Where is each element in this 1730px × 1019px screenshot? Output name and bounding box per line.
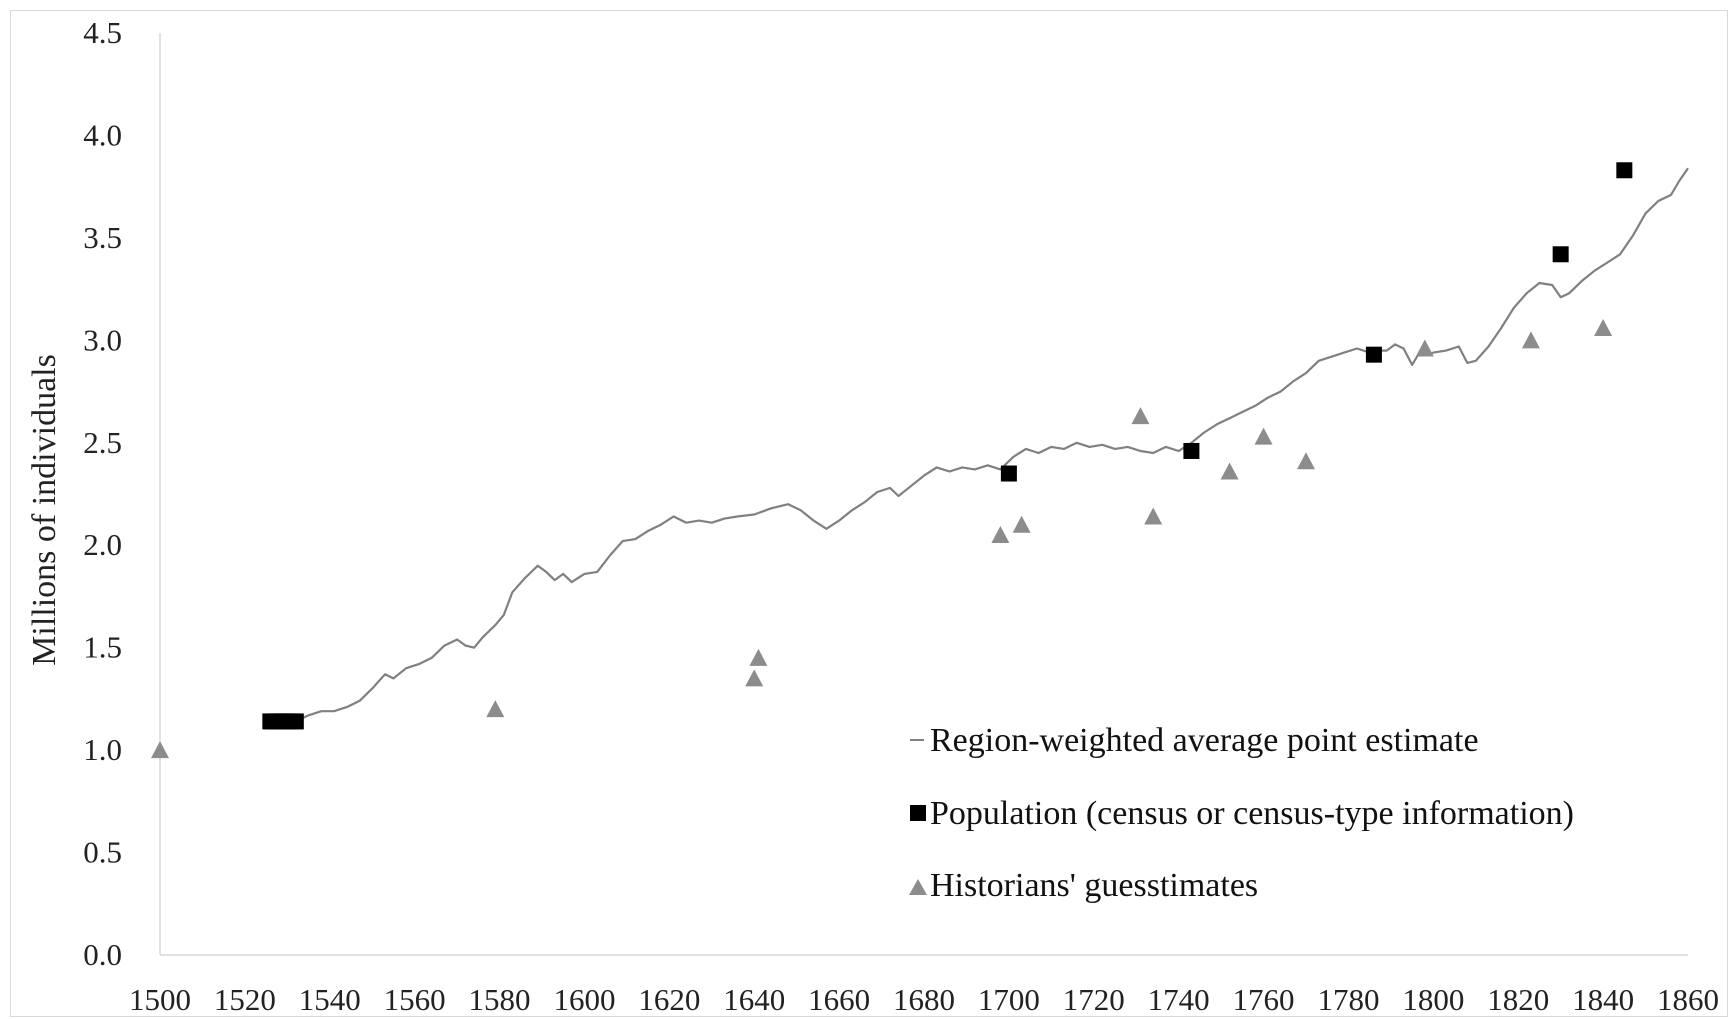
census-marker [1000, 465, 1017, 482]
legend-square-swatch [910, 805, 926, 821]
x-tick-labels: 1500 1520 1540 1560 1580 1600 1620 1640 1660 1680… [129, 982, 1719, 1017]
legend: Region-weighted average point estimate P… [909, 722, 1574, 904]
x-tick-label: 1860 [1657, 982, 1719, 1017]
guesstimate-marker [1594, 319, 1613, 337]
guesstimate-marker [486, 700, 505, 718]
legend-label-census: Population (census or census-type inform… [930, 795, 1574, 832]
y-tick-label: 0.5 [83, 835, 122, 870]
x-tick-label: 1620 [638, 982, 700, 1017]
x-tick-label: 1740 [1148, 982, 1210, 1017]
census-marker [1616, 162, 1633, 179]
y-tick-label: 2.0 [83, 527, 122, 562]
series-census [262, 162, 1633, 730]
census-marker [287, 713, 304, 730]
x-tick-label: 1560 [384, 982, 446, 1017]
x-tick-label: 1660 [808, 982, 870, 1017]
x-tick-label: 1680 [893, 982, 955, 1017]
x-tick-label: 1760 [1233, 982, 1295, 1017]
guesstimate-marker [1220, 462, 1239, 480]
x-tick-label: 1820 [1487, 982, 1549, 1017]
guesstimate-marker [1254, 427, 1273, 445]
x-tick-label: 1700 [978, 982, 1040, 1017]
guesstimate-marker [745, 669, 764, 687]
guesstimate-marker [1144, 507, 1163, 525]
guesstimate-marker [1415, 339, 1434, 357]
legend-label-guess: Historians' guesstimates [930, 867, 1258, 904]
guesstimate-marker [151, 741, 169, 759]
x-tick-label: 1840 [1572, 982, 1634, 1017]
guesstimate-marker [1297, 452, 1315, 470]
x-tick-label: 1500 [129, 982, 191, 1017]
y-tick-label: 1.0 [83, 732, 122, 767]
series-line [295, 167, 1689, 723]
y-tick-label: 2.5 [83, 425, 122, 460]
y-tick-label: 0.0 [83, 937, 122, 972]
x-tick-label: 1600 [553, 982, 615, 1017]
guesstimate-marker [1521, 331, 1540, 349]
y-tick-label: 3.5 [83, 220, 122, 255]
legend-triangle-swatch [909, 879, 927, 895]
y-tick-label: 4.5 [83, 15, 122, 50]
census-marker [1365, 346, 1382, 363]
census-marker [1552, 246, 1569, 263]
y-axis-title: Millions of individuals [26, 354, 63, 666]
y-tick-label: 4.0 [83, 117, 122, 152]
y-tick-label: 1.5 [83, 630, 122, 665]
guesstimate-marker [1012, 515, 1031, 533]
series-guesstimates [151, 319, 1613, 759]
census-marker [1183, 442, 1200, 459]
x-tick-label: 1640 [723, 982, 785, 1017]
x-tick-label: 1720 [1063, 982, 1125, 1017]
guesstimate-marker [991, 525, 1010, 543]
estimate-line [295, 167, 1689, 723]
x-tick-label: 1580 [469, 982, 531, 1017]
x-tick-label: 1540 [299, 982, 361, 1017]
x-tick-label: 1800 [1402, 982, 1464, 1017]
chart-frame [10, 10, 1728, 1017]
x-tick-label: 1520 [214, 982, 276, 1017]
guesstimate-marker [749, 648, 768, 666]
y-tick-labels: 0.0 0.5 1.0 1.5 2.0 2.5 3.0 3.5 4.0 4.5 [83, 15, 122, 972]
y-tick-label: 3.0 [83, 322, 122, 357]
axes [159, 33, 1688, 956]
legend-label-line: Region-weighted average point estimate [930, 722, 1479, 759]
x-tick-label: 1780 [1317, 982, 1379, 1017]
guesstimate-marker [1131, 407, 1150, 425]
